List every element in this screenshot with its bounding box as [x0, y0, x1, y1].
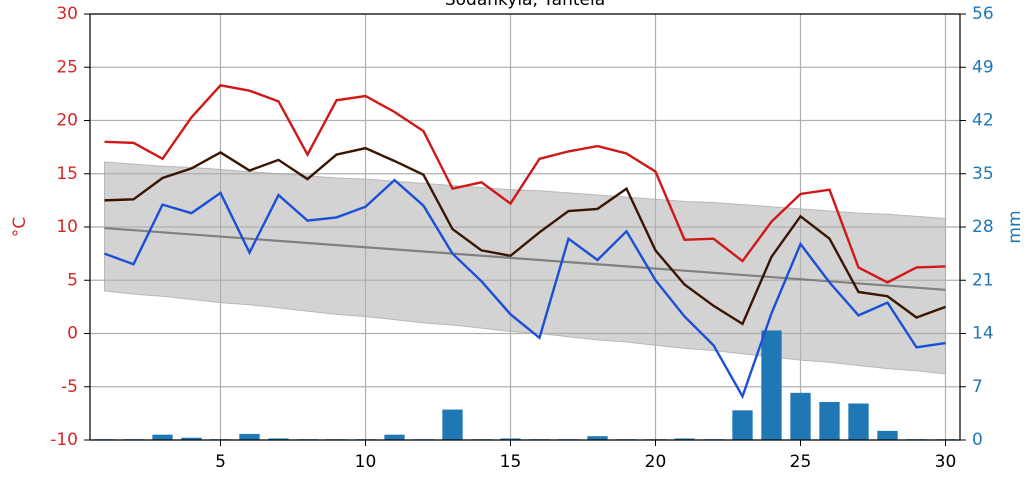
x-tick-label: 10: [355, 452, 377, 472]
y2-tick-label: 14: [972, 324, 994, 344]
chart-title: Sodankylä, Tähtelä: [445, 0, 605, 10]
temperature-line: [104, 226, 946, 291]
temperature-line: [104, 146, 946, 326]
precip-bar: [848, 403, 869, 440]
y-tick-label: 30: [56, 4, 78, 24]
precip-bar: [674, 438, 695, 440]
precip-bar: [239, 433, 260, 440]
precip-bar: [819, 401, 840, 440]
x-tick-label: 25: [790, 452, 812, 472]
x-tick-label: 15: [500, 452, 522, 472]
plot-frame: [89, 13, 961, 441]
precip-bar: [384, 434, 405, 440]
precip-bar: [181, 437, 202, 440]
y-tick-label: 10: [56, 217, 78, 237]
y2-tick-label: 56: [972, 4, 994, 24]
y2-tick-label: 21: [972, 270, 994, 290]
y-tick-label: -10: [50, 430, 78, 450]
y2-tick-label: 35: [972, 164, 994, 184]
y2-tick-label: 0: [972, 430, 983, 450]
precip-bar: [500, 438, 521, 440]
y-tick-label: 20: [56, 111, 78, 131]
precip-bar: [732, 410, 753, 440]
y-tick-label: 15: [56, 164, 78, 184]
y2-tick-label: 42: [972, 111, 994, 131]
precip-bar: [761, 330, 782, 440]
temperature-line: [104, 84, 946, 284]
precip-bar: [152, 434, 173, 440]
y2-tick-label: 7: [972, 377, 983, 397]
precip-bar: [587, 436, 608, 440]
precip-bar: [442, 409, 463, 440]
x-tick-label: 5: [215, 452, 226, 472]
y2-tick-label: 28: [972, 217, 994, 237]
y-tick-label: 25: [56, 57, 78, 77]
x-tick-label: 20: [645, 452, 667, 472]
y-axis-label: °C: [10, 217, 30, 237]
precip-bar: [790, 392, 811, 440]
temperature-line: [104, 178, 946, 400]
y2-axis-label: mm: [1005, 210, 1025, 243]
y-tick-label: 0: [67, 324, 78, 344]
y-tick-label: 5: [67, 270, 78, 290]
y2-tick-label: 49: [972, 57, 994, 77]
precip-bar: [877, 430, 898, 440]
precip-bar: [268, 438, 289, 440]
x-tick-label: 30: [935, 452, 957, 472]
y-tick-label: -5: [61, 377, 78, 397]
